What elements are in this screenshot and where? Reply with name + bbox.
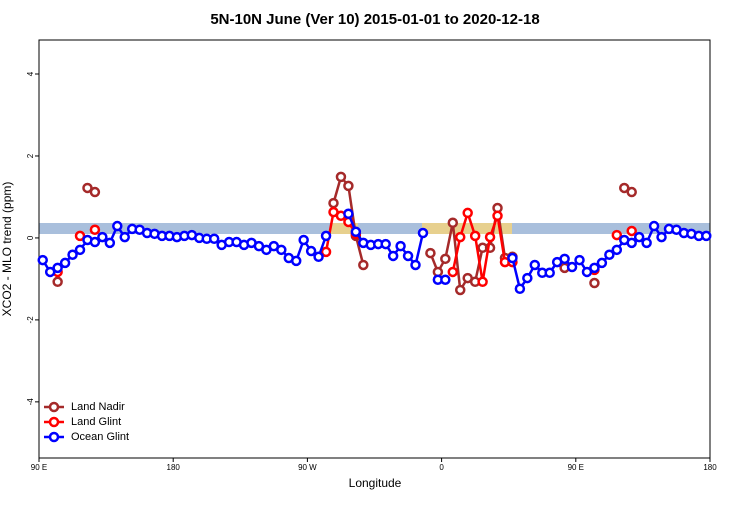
data-point: [104, 237, 116, 249]
x-tick-label: 90 W: [298, 463, 317, 472]
data-point: [89, 224, 101, 235]
band-patch: [422, 223, 512, 234]
legend-label: Land Nadir: [71, 401, 125, 413]
data-point: [656, 231, 667, 243]
data-point: [447, 266, 459, 278]
data-point: [611, 229, 623, 241]
data-point: [701, 230, 712, 242]
band-patch: [330, 223, 358, 234]
data-point: [440, 274, 451, 285]
data-point: [119, 231, 130, 243]
data-point: [469, 230, 481, 242]
data-point: [82, 182, 93, 194]
data-point: [604, 249, 615, 260]
legend-label: Land Glint: [71, 416, 121, 428]
data-point: [343, 208, 354, 220]
data-point: [335, 171, 347, 183]
y-tick-label: 2: [26, 153, 35, 158]
data-point: [328, 197, 339, 209]
data-point: [52, 276, 63, 288]
data-point: [559, 253, 570, 265]
data-point: [358, 259, 369, 271]
data-point: [462, 207, 473, 219]
x-tick-label: 180: [703, 463, 717, 472]
legend-marker: [48, 431, 60, 443]
chart-title: 5N-10N June (Ver 10) 2015-01-01 to 2020-…: [210, 11, 539, 28]
data-point: [320, 246, 332, 258]
data-point: [454, 284, 466, 296]
data-point: [626, 186, 637, 198]
data-point: [440, 253, 451, 265]
data-point: [425, 247, 436, 259]
data-point: [566, 261, 578, 273]
data-point: [447, 217, 459, 229]
data-point: [641, 237, 652, 249]
x-axis-label: Longitude: [349, 476, 402, 490]
data-point: [59, 257, 71, 269]
y-tick-label: -2: [26, 316, 35, 324]
data-point: [290, 255, 302, 267]
data-point: [477, 276, 488, 288]
data-point: [484, 231, 496, 243]
y-tick-label: 4: [26, 71, 35, 76]
data-point: [626, 237, 637, 249]
data-point: [343, 180, 354, 192]
data-point: [37, 254, 48, 266]
data-point: [492, 210, 503, 222]
plot-frame: [38, 39, 711, 459]
data-point: [320, 230, 332, 242]
legend-label: Ocean Glint: [71, 431, 129, 443]
data-point: [402, 250, 414, 262]
data-point: [350, 226, 362, 238]
data-point: [529, 259, 541, 271]
data-point: [380, 238, 391, 250]
data-point: [596, 257, 608, 269]
data-point: [97, 231, 108, 243]
data-point: [611, 244, 623, 256]
data-point: [387, 250, 399, 262]
x-tick-label: 90 E: [568, 463, 584, 472]
data-point: [522, 272, 533, 284]
data-point: [574, 254, 585, 266]
data-point: [626, 225, 637, 237]
data-point: [633, 231, 645, 243]
data-point: [298, 234, 309, 246]
data-point: [208, 233, 220, 245]
data-point: [305, 245, 317, 257]
x-tick-label: 90 E: [31, 463, 47, 472]
data-point: [589, 262, 600, 274]
data-point: [507, 252, 518, 264]
reference-band: [39, 223, 710, 234]
data-point: [395, 240, 406, 252]
data-point: [313, 251, 324, 263]
y-tick-label: 0: [26, 235, 35, 240]
data-point: [410, 259, 421, 271]
data-point: [89, 186, 101, 198]
data-point: [44, 266, 56, 278]
data-point: [67, 249, 78, 260]
data-point: [648, 220, 660, 232]
y-tick-label: -4: [26, 398, 35, 406]
legend-marker: [48, 416, 60, 428]
data-point: [89, 236, 101, 248]
data-point: [589, 277, 600, 289]
data-point: [417, 227, 429, 239]
data-point: [581, 266, 593, 278]
x-tick-label: 180: [167, 463, 181, 472]
data-point: [276, 244, 287, 256]
y-axis-label: XCO2 - MLO trend (ppm): [0, 182, 14, 317]
legend-marker: [48, 401, 60, 413]
data-point: [52, 262, 63, 274]
data-point: [619, 182, 630, 194]
data-point: [74, 244, 86, 256]
data-point: [544, 267, 555, 279]
x-tick-label: 0: [439, 463, 444, 472]
data-point: [514, 283, 526, 295]
data-point: [112, 220, 123, 232]
data-point: [74, 230, 86, 242]
data-point: [454, 231, 466, 243]
